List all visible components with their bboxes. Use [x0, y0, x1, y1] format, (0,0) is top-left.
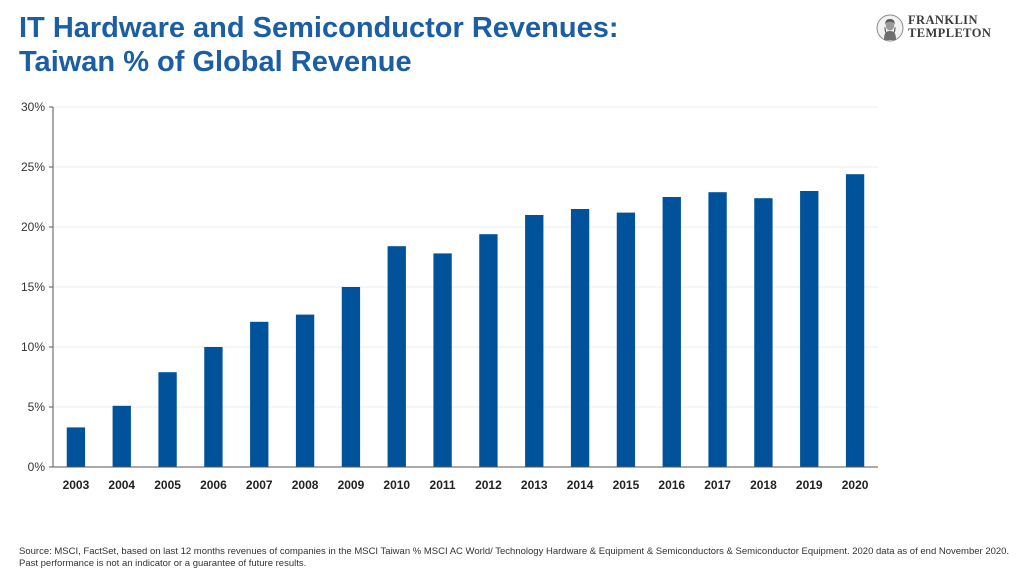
bar-2010	[387, 246, 406, 467]
x-tick-label: 2020	[842, 478, 869, 492]
bar-2020	[845, 174, 865, 467]
page-title-line-1: IT Hardware and Semiconductor Revenues:	[19, 12, 619, 44]
y-tick-label: 20%	[21, 220, 45, 234]
bar-2003	[66, 427, 86, 467]
bar-2013	[525, 215, 544, 467]
bar-2007	[250, 321, 269, 467]
source-note: Source: MSCI, FactSet, based on last 12 …	[19, 546, 1009, 570]
bar-2018	[754, 198, 773, 467]
bar-2004	[112, 405, 131, 467]
x-tick-label: 2005	[154, 478, 181, 492]
logo-wordmark-line-1: FRANKLIN	[908, 13, 978, 27]
bar-2005	[158, 372, 177, 467]
gridlines	[53, 106, 878, 408]
bar-2009	[341, 287, 361, 467]
y-tick-label: 0%	[28, 460, 46, 474]
x-tick-label: 2017	[704, 478, 731, 492]
x-tick-label: 2011	[430, 478, 456, 492]
x-tick-label: 2007	[246, 478, 273, 492]
bar-2019	[800, 191, 819, 467]
bars	[66, 174, 865, 467]
y-axis-tick-labels: 0% 5% 10% 15% 20% 25% 30%	[21, 100, 45, 474]
page-title-line-2: Taiwan % of Global Revenue	[19, 46, 412, 78]
revenue-bar-chart: 0% 5% 10% 15% 20% 25% 30% 2003 2004 2005 2006 2007…	[21, 100, 878, 492]
bar-2014	[570, 209, 590, 467]
x-tick-label: 2015	[613, 478, 640, 492]
x-tick-label: 2006	[200, 478, 227, 492]
x-tick-label: 2018	[750, 478, 777, 492]
x-tick-label: 2016	[658, 478, 685, 492]
y-tick-label: 30%	[21, 100, 45, 114]
x-tick-label: 2004	[108, 478, 135, 492]
logo-wordmark: FRANKLIN TEMPLETON	[908, 14, 991, 40]
bar-2017	[708, 192, 727, 467]
bar-2015	[616, 212, 636, 467]
bar-2012	[479, 234, 498, 467]
source-text: Source: MSCI, FactSet, based on last 12 …	[19, 546, 1010, 557]
x-tick-label: 2013	[521, 478, 548, 492]
x-axis-tick-labels: 2003 2004 2005 2006 2007 2008 2009 2010 2011 2012…	[63, 478, 869, 492]
bar-2016	[662, 197, 681, 467]
bar-2008	[295, 314, 315, 467]
x-tick-label: 2010	[383, 478, 410, 492]
y-tick-label: 5%	[28, 400, 46, 414]
x-tick-label: 2003	[63, 478, 90, 492]
bar-2011	[433, 253, 452, 467]
logo-wordmark-line-2: TEMPLETON	[908, 26, 992, 40]
x-tick-label: 2012	[475, 478, 502, 492]
axes	[49, 106, 878, 468]
y-tick-label: 25%	[21, 160, 45, 174]
franklin-templeton-logo: FRANKLIN TEMPLETON	[876, 14, 1006, 42]
franklin-portrait-icon	[876, 14, 904, 42]
x-tick-label: 2008	[292, 478, 319, 492]
y-tick-label: 10%	[21, 340, 45, 354]
y-tick-label: 15%	[21, 280, 45, 294]
x-tick-label: 2009	[338, 478, 365, 492]
x-tick-label: 2019	[796, 478, 823, 492]
disclaimer-text: Past performance is not an indicator or …	[19, 558, 307, 569]
x-tick-label: 2014	[567, 478, 594, 492]
bar-2006	[204, 347, 223, 467]
page-title: IT Hardware and Semiconductor Revenues: …	[19, 11, 618, 79]
